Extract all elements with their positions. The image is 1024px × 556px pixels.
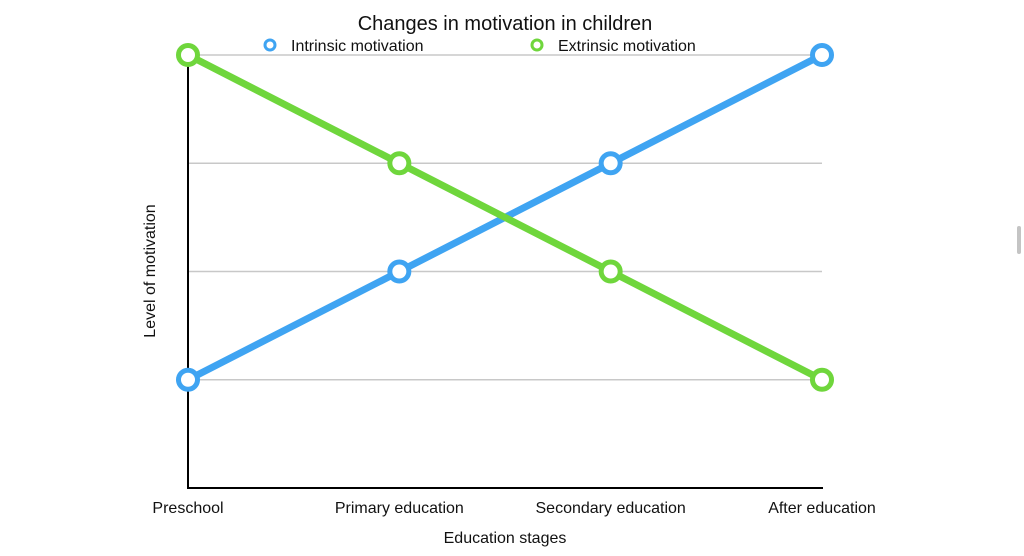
gridlines xyxy=(188,54,822,381)
chart-title: Changes in motivation in children xyxy=(358,13,653,35)
legend-marker xyxy=(263,38,277,52)
series-layer xyxy=(176,43,834,392)
x-tick-labels: Preschool Primary education Secondary educ… xyxy=(152,500,875,517)
x-tick-label: Preschool xyxy=(152,500,223,517)
data-point-series-2 xyxy=(598,259,623,284)
data-point-series-1 xyxy=(810,43,834,67)
data-point-series-1 xyxy=(387,259,412,284)
data-point-series-2 xyxy=(810,367,834,392)
data-point-series-1 xyxy=(598,151,623,176)
legend: Intrinsic motivation Extrinsic motivation xyxy=(263,38,696,55)
x-tick-label: Primary education xyxy=(335,500,464,517)
data-point-series-1 xyxy=(176,367,200,392)
data-point-series-2 xyxy=(176,43,200,67)
x-axis-label: Education stages xyxy=(444,530,567,547)
legend-label: Intrinsic motivation xyxy=(291,38,424,55)
series-line-2 xyxy=(184,51,826,384)
x-tick-label: After education xyxy=(768,500,876,517)
y-axis-label: Level of motivation xyxy=(142,204,159,337)
legend-label: Extrinsic motivation xyxy=(558,38,696,55)
data-point-series-2 xyxy=(387,151,412,176)
x-tick-label: Secondary education xyxy=(536,500,686,517)
legend-marker xyxy=(530,38,544,52)
scrollbar-thumb[interactable] xyxy=(1017,226,1021,254)
